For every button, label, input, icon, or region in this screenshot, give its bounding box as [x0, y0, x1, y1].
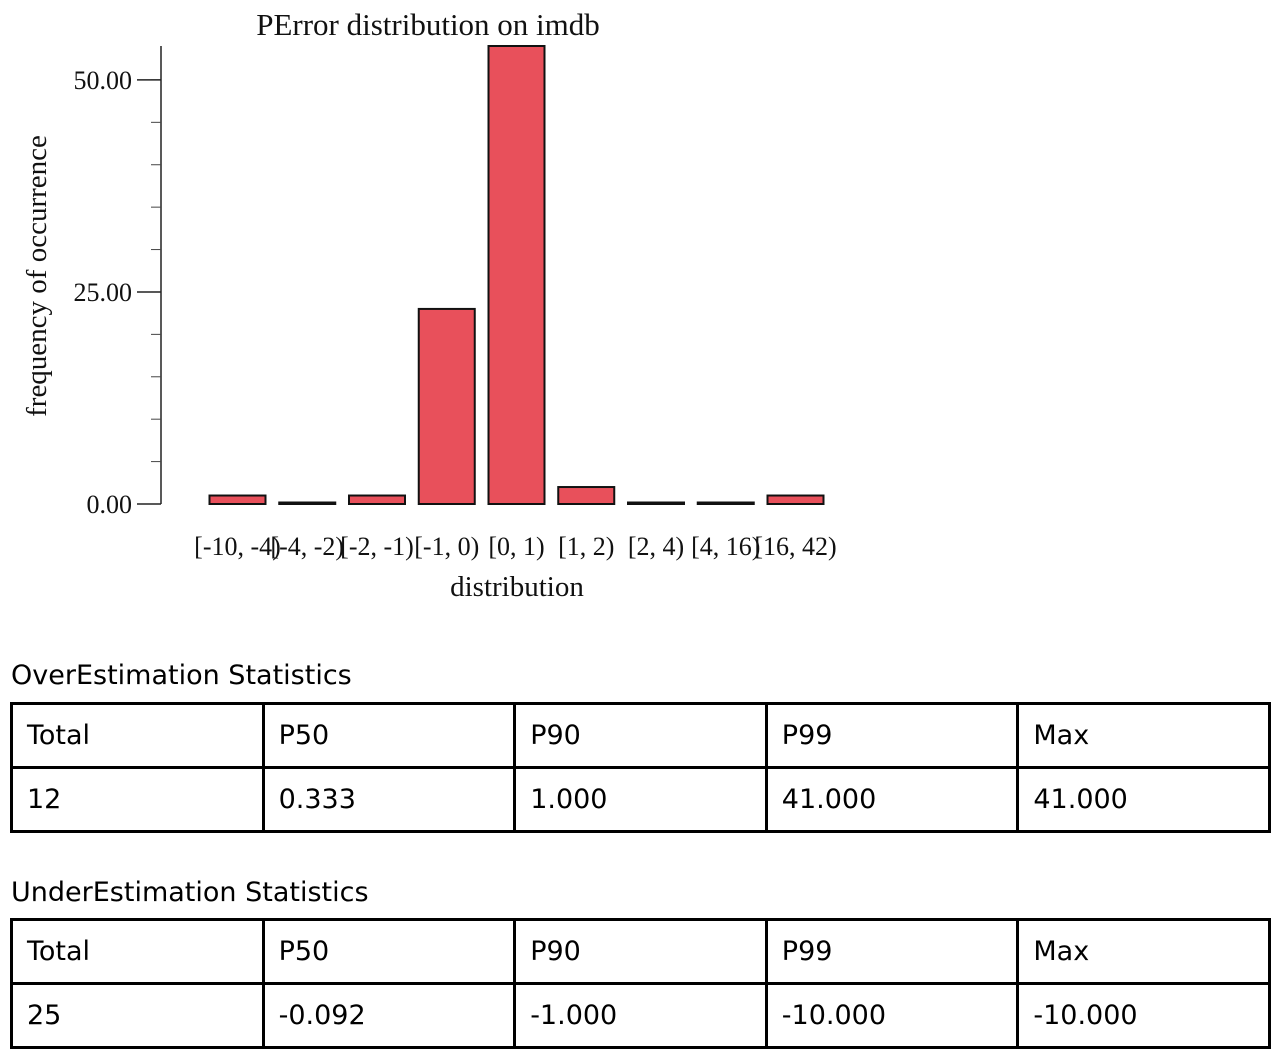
header-cell-total: Total: [10, 918, 265, 985]
bar: [766, 494, 825, 506]
y-tick-label: 0.00: [87, 490, 133, 519]
header-cell-max: Max: [1016, 918, 1271, 985]
x-tick-label: [1, 2): [558, 532, 614, 561]
value-cell-total: 12: [10, 766, 265, 833]
x-tick-label: [4, 16): [691, 532, 760, 561]
value-cell-p50: -0.092: [261, 982, 517, 1049]
header-cell-total: Total: [10, 702, 265, 769]
x-axis-label: distribution: [450, 571, 584, 603]
bar: [627, 501, 685, 505]
x-tick-label: [-10, -4): [194, 532, 281, 561]
chart-title: PError distribution on imdb: [256, 7, 600, 42]
underestimation-title: UnderEstimation Statistics: [11, 877, 369, 908]
x-tick-label: [16, 42): [754, 532, 836, 561]
x-tick-label: [2, 4): [628, 532, 684, 561]
underestimation-table: Total P50 P90 P99 Max 25 -0.092 -1.000 -…: [10, 918, 1271, 1049]
x-tick-label: [-2, -1): [340, 532, 414, 561]
value-cell-p99: 41.000: [764, 766, 1020, 833]
value-cell-total: 25: [10, 982, 265, 1049]
bar: [417, 307, 476, 506]
y-tick-label: 50.00: [74, 66, 133, 95]
value-cell-p99: -10.000: [764, 982, 1020, 1049]
bar: [208, 494, 267, 506]
x-tick-label: [-1, 0): [414, 532, 479, 561]
bar-chart: PError distribution on imdb frequency of…: [21, 7, 837, 603]
value-cell-max: -10.000: [1016, 982, 1271, 1049]
bar: [696, 501, 755, 505]
y-axis-ticks: 0.00 25.00 50.00: [74, 66, 161, 519]
bars-group: [208, 45, 825, 506]
y-axis-label: frequency of occurrence: [21, 135, 53, 417]
value-cell-p50: 0.333: [261, 766, 517, 833]
x-axis-tick-labels: [-10, -4)[-4, -2)[-2, -1) [-1, 0) [0, 1) [1…: [194, 532, 836, 561]
header-cell-p99: P99: [764, 918, 1020, 985]
bar: [557, 486, 616, 506]
bar: [278, 501, 337, 505]
header-cell-max: Max: [1016, 702, 1271, 769]
header-cell-p90: P90: [513, 918, 768, 985]
header-cell-p99: P99: [764, 702, 1020, 769]
header-cell-p50: P50: [261, 702, 517, 769]
table-row: 25 -0.092 -1.000 -10.000 -10.000: [10, 982, 1271, 1049]
value-cell-max: 41.000: [1016, 766, 1271, 833]
table-header-row: Total P50 P90 P99 Max: [10, 918, 1271, 985]
header-cell-p90: P90: [513, 702, 768, 769]
table-row: 12 0.333 1.000 41.000 41.000: [10, 766, 1271, 833]
value-cell-p90: 1.000: [513, 766, 768, 833]
x-tick-label: [-4, -2): [270, 532, 344, 561]
header-cell-p50: P50: [261, 918, 517, 985]
y-tick-label: 25.00: [74, 278, 133, 307]
overestimation-table: Total P50 P90 P99 Max 12 0.333 1.000 41.…: [10, 702, 1271, 833]
table-header-row: Total P50 P90 P99 Max: [10, 702, 1271, 769]
value-cell-p90: -1.000: [513, 982, 768, 1049]
bar: [487, 45, 546, 505]
x-tick-label: [0, 1): [488, 532, 544, 561]
overestimation-title: OverEstimation Statistics: [11, 660, 352, 691]
bar: [348, 494, 406, 506]
